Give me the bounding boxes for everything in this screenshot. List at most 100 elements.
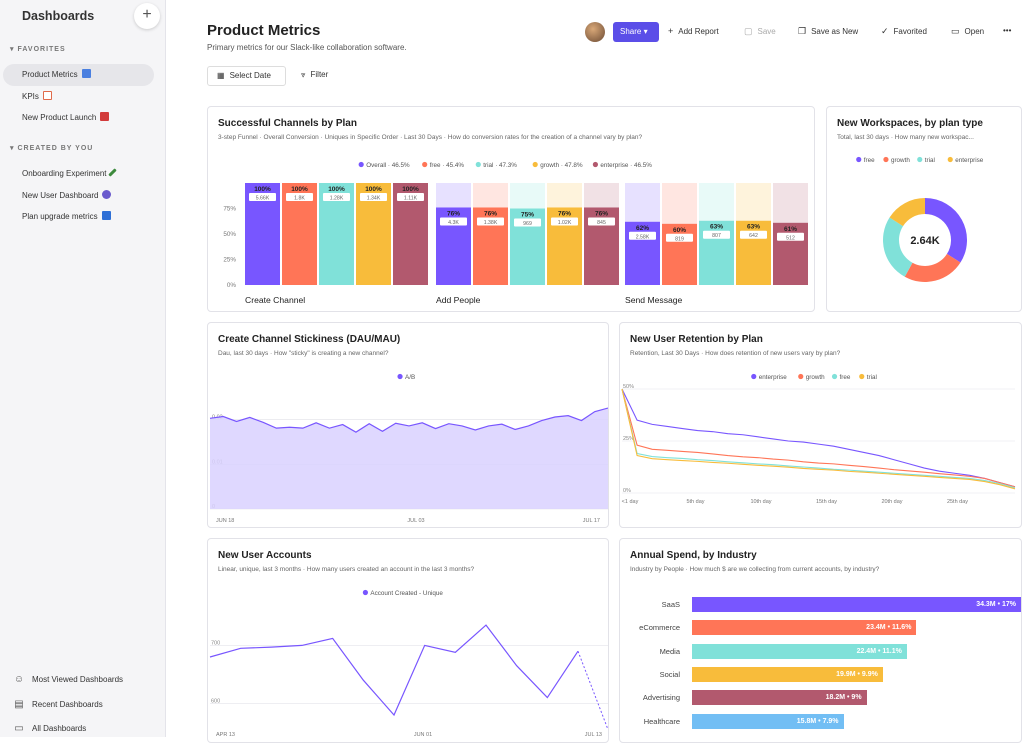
card-subtitle: Linear, unique, last 3 months · How many… [218,566,475,573]
info-emoji-icon [101,211,111,220]
sidebar-item-kpis[interactable]: KPIs [3,86,154,108]
x-tick-label: <1 day [622,499,639,505]
card-title: Create Channel Stickiness (DAU/MAU) [218,334,401,345]
card-subtitle: Retention, Last 30 Days · How does reten… [630,350,841,357]
legend-label: trial · 47.3% [483,162,517,169]
retention-line-chart: enterprise growth free trial 0% 25% 50% <1 day 5… [621,373,1016,505]
bar-value-bg [629,231,656,240]
avatar[interactable] [585,22,605,42]
save-as-new-button[interactable]: ❐ Save as New [798,26,858,37]
save-button[interactable]: ▢ Save [744,26,776,37]
chevron-down-icon: ▾ [643,27,648,36]
recent-dashboards-link[interactable]: ▤ Recent Dashboards [13,698,102,712]
bar-percent-label: 100% [402,186,419,193]
bar-value-bg [666,233,693,242]
bottom-link-label: All Dashboards [32,724,87,733]
spend-bar: 15.8M • 7.9% [692,713,844,729]
legend-label: Account Created - Unique [370,590,443,597]
x-tick-label: 25th day [947,499,968,505]
all-dashboards-link[interactable]: ▭ All Dashboards [13,722,86,736]
smile-icon: ☺ [13,674,25,685]
more-options-button[interactable]: ••• [1003,26,1012,35]
bar-value-label: 2.58K [636,234,650,240]
created-header-label: CREATED BY YOU [17,145,94,152]
chart-emoji-icon [81,69,91,78]
bar-value-label: 1.28K [330,196,344,202]
select-date-button[interactable]: ▦ Select Date [207,66,286,86]
sidebar-item-plan-upgrade-metrics[interactable]: Plan upgrade metrics [3,206,154,228]
funnel-dropoff-bar [773,183,808,223]
sidebar-item-onboarding-experiment[interactable]: Onboarding Experiment [3,163,154,185]
favorited-label: Favorited [893,27,927,36]
share-button[interactable]: Share ▾ [613,22,659,42]
add-dashboard-button[interactable]: + [134,3,160,29]
filter-icon: ⩔ [301,70,306,79]
bar-value-label: 5.66K [256,196,270,202]
legend-label: growth [891,157,910,164]
open-button[interactable]: ▭ Open [951,26,984,37]
legend-dot [532,161,538,168]
bar-percent-label: 63% [710,224,723,231]
bar-value-bg [703,230,730,239]
sidebar: Dashboards + ▾ FAVORITES Product Metrics… [0,0,166,737]
legend-label: free · 45.4% [430,162,465,169]
accounts-line-chart: Account Created - Unique 600 700 APR 13 JUN … [209,589,608,738]
card-user-retention[interactable]: New User Retention by Plan Retention, La… [619,322,1022,528]
bar-value-label: 845 [597,220,606,226]
save-icon: ▢ [744,26,753,36]
sidebar-item-product-metrics[interactable]: Product Metrics [3,64,154,86]
card-new-user-accounts[interactable]: New User Accounts Linear, unique, last 3… [207,538,609,743]
bar-value-bg [323,193,350,201]
sidebar-title: Dashboards [22,9,95,23]
retention-line [621,388,1016,489]
open-label: Open [964,27,985,36]
add-report-button[interactable]: + Add Report [668,26,719,36]
bar-percent-label: 100% [291,186,308,193]
sidebar-item-label: New Product Launch [22,113,97,122]
legend-label: enterprise · 46.5% [600,162,652,169]
bar-percent-label: 75% [521,212,534,219]
area-fill [210,408,608,509]
legend-label: free [864,157,875,164]
favorited-button[interactable]: ✓ Favorited [881,26,927,37]
planet-emoji-icon [102,190,112,199]
legend-dot [397,373,403,380]
calendar-icon: ▦ [217,71,225,80]
retention-line [621,388,1016,488]
bar-value-label: 969 [523,221,532,227]
created-by-you-header[interactable]: ▾ CREATED BY YOU [10,144,93,152]
sidebar-item-new-user-dashboard[interactable]: New User Dashboard [3,185,154,207]
card-annual-spend[interactable]: Annual Spend, by Industry Industry by Pe… [619,538,1022,743]
card-successful-channels[interactable]: Successful Channels by Plan 3-step Funne… [207,106,815,312]
legend-label: Overall · 46.5% [366,162,410,169]
most-viewed-dashboards-link[interactable]: ☺ Most Viewed Dashboards [13,673,123,687]
card-channel-stickiness[interactable]: Create Channel Stickiness (DAU/MAU) Dau,… [207,322,609,528]
funnel-dropoff-bar [584,183,619,208]
sidebar-item-new-product-launch[interactable]: New Product Launch [3,107,154,129]
filter-button[interactable]: ⩔ Filter [301,70,328,80]
donut-slice [925,198,967,263]
legend-dot [475,161,481,168]
bar-percent-label: 60% [673,227,686,234]
funnel-dropoff-bar [625,183,660,222]
sidebar-item-label: New User Dashboard [22,191,99,200]
copy-icon: ❐ [798,26,807,36]
funnel-dropoff-bar [736,183,771,221]
y-tick-label: 0% [623,488,631,494]
legend-dot [592,161,598,168]
category-label: Add People [436,295,481,305]
funnel-dropoff-bar [547,183,582,208]
accounts-projection-line [577,651,608,730]
bar-value-bg [551,217,578,226]
card-new-workspaces[interactable]: New Workspaces, by plan type Total, last… [826,106,1022,312]
x-tick-label: JUL 03 [407,518,424,524]
bar-percent-label: 76% [484,210,497,217]
legend-dot [362,589,368,596]
favorites-header[interactable]: ▾ FAVORITES [10,45,66,53]
legend-dot [917,156,923,163]
y-tick-label: 25% [223,257,236,264]
legend-label: enterprise [955,157,983,164]
plus-icon: + [668,26,674,36]
donut-slice [883,217,913,277]
